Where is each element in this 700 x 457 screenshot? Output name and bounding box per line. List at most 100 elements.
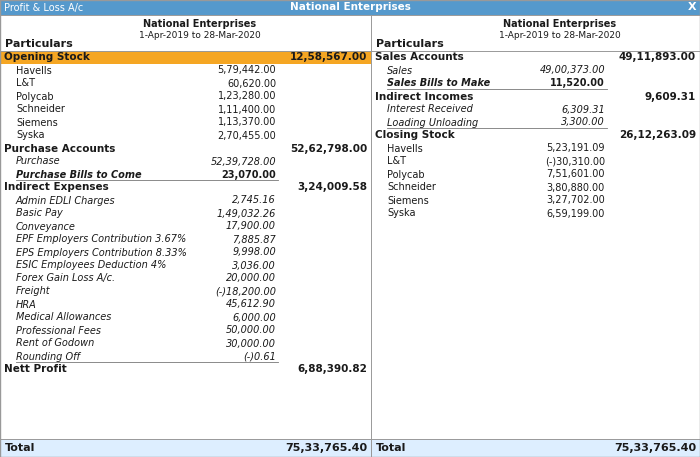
Bar — [0, 181, 371, 194]
Text: Schneider: Schneider — [16, 105, 65, 115]
Text: 3,300.00: 3,300.00 — [561, 117, 605, 128]
Text: 1-Apr-2019 to 28-Mar-2020: 1-Apr-2019 to 28-Mar-2020 — [139, 31, 261, 39]
Text: (-)0.61: (-)0.61 — [243, 351, 276, 361]
Text: 11,520.00: 11,520.00 — [550, 79, 605, 89]
Bar — [0, 363, 371, 376]
Text: 60,620.00: 60,620.00 — [227, 79, 276, 89]
Bar — [371, 194, 700, 207]
Text: Syska: Syska — [16, 131, 45, 140]
Text: 9,998.00: 9,998.00 — [232, 248, 276, 257]
Bar — [0, 116, 371, 129]
Text: Havells: Havells — [387, 143, 423, 154]
Text: 1,49,032.26: 1,49,032.26 — [216, 208, 276, 218]
Text: 1,23,280.00: 1,23,280.00 — [218, 91, 276, 101]
Text: Siemens: Siemens — [16, 117, 57, 128]
Bar — [371, 51, 700, 64]
Text: Sales Accounts: Sales Accounts — [375, 53, 463, 63]
Text: HRA: HRA — [16, 299, 36, 309]
Text: X: X — [687, 2, 696, 12]
Text: 3,24,009.58: 3,24,009.58 — [297, 182, 367, 192]
Text: 3,036.00: 3,036.00 — [232, 260, 276, 271]
Bar — [0, 207, 371, 220]
Bar — [371, 90, 700, 103]
Text: National Enterprises: National Enterprises — [144, 19, 257, 29]
Text: 26,12,263.09: 26,12,263.09 — [619, 131, 696, 140]
Text: Freight: Freight — [16, 287, 50, 297]
Text: Sales: Sales — [387, 65, 413, 75]
Text: Loading Unloading: Loading Unloading — [387, 117, 478, 128]
Text: 20,000.00: 20,000.00 — [226, 273, 276, 283]
Text: 50,000.00: 50,000.00 — [226, 325, 276, 335]
Text: Rent of Godown: Rent of Godown — [16, 339, 94, 349]
Text: Nett Profit: Nett Profit — [4, 365, 66, 374]
Text: 1,11,400.00: 1,11,400.00 — [218, 105, 276, 115]
Text: Indirect Incomes: Indirect Incomes — [375, 91, 473, 101]
Text: 6,59,199.00: 6,59,199.00 — [547, 208, 605, 218]
Bar — [0, 439, 371, 457]
Text: Polycab: Polycab — [16, 91, 54, 101]
Bar — [371, 439, 700, 457]
Bar — [0, 220, 371, 233]
Bar — [371, 103, 700, 116]
Text: 9,609.31: 9,609.31 — [645, 91, 696, 101]
Text: 2,70,455.00: 2,70,455.00 — [217, 131, 276, 140]
Text: Conveyance: Conveyance — [16, 222, 76, 232]
Bar — [371, 129, 700, 142]
Text: Indirect Expenses: Indirect Expenses — [4, 182, 108, 192]
Text: Purchase Bills to Come: Purchase Bills to Come — [16, 170, 141, 180]
Text: Professional Fees: Professional Fees — [16, 325, 101, 335]
Text: Rounding Off: Rounding Off — [16, 351, 80, 361]
Text: Closing Stock: Closing Stock — [375, 131, 455, 140]
Bar — [371, 142, 700, 155]
Text: 5,79,442.00: 5,79,442.00 — [218, 65, 276, 75]
Bar — [0, 90, 371, 103]
Text: 6,88,390.82: 6,88,390.82 — [297, 365, 367, 374]
Text: EPF Employers Contribution 3.67%: EPF Employers Contribution 3.67% — [16, 234, 186, 244]
Bar — [0, 77, 371, 90]
Bar — [0, 259, 371, 272]
Text: L&T: L&T — [16, 79, 35, 89]
Text: 17,900.00: 17,900.00 — [226, 222, 276, 232]
Text: 1,13,370.00: 1,13,370.00 — [218, 117, 276, 128]
Text: Particulars: Particulars — [5, 39, 73, 49]
Bar — [371, 168, 700, 181]
Text: 6,309.31: 6,309.31 — [561, 105, 605, 115]
Bar — [0, 155, 371, 168]
Text: 52,62,798.00: 52,62,798.00 — [290, 143, 367, 154]
Text: 7,885.87: 7,885.87 — [232, 234, 276, 244]
Text: National Enterprises: National Enterprises — [290, 2, 410, 12]
Text: Interest Received: Interest Received — [387, 105, 473, 115]
Bar — [371, 207, 700, 220]
Text: Profit & Loss A/c: Profit & Loss A/c — [4, 2, 83, 12]
Text: 5,23,191.09: 5,23,191.09 — [547, 143, 605, 154]
Bar — [0, 64, 371, 77]
Text: 3,80,880.00: 3,80,880.00 — [547, 182, 605, 192]
Text: ESIC Employees Deduction 4%: ESIC Employees Deduction 4% — [16, 260, 167, 271]
Bar — [0, 142, 371, 155]
Text: L&T: L&T — [387, 156, 406, 166]
Text: Siemens: Siemens — [387, 196, 428, 206]
Text: Syska: Syska — [387, 208, 416, 218]
Text: Admin EDLI Charges: Admin EDLI Charges — [16, 196, 116, 206]
Text: 75,33,765.40: 75,33,765.40 — [614, 443, 696, 453]
Text: 12,58,567.00: 12,58,567.00 — [290, 53, 367, 63]
Text: Total: Total — [5, 443, 36, 453]
Text: Havells: Havells — [16, 65, 52, 75]
Text: (-)30,310.00: (-)30,310.00 — [545, 156, 605, 166]
Text: 2,745.16: 2,745.16 — [232, 196, 276, 206]
Bar — [371, 181, 700, 194]
Text: (-)18,200.00: (-)18,200.00 — [215, 287, 276, 297]
Bar — [0, 350, 371, 363]
Text: 6,000.00: 6,000.00 — [232, 313, 276, 323]
Bar — [0, 246, 371, 259]
Text: 49,11,893.00: 49,11,893.00 — [619, 53, 696, 63]
Bar — [371, 64, 700, 77]
Bar — [0, 194, 371, 207]
Bar — [0, 285, 371, 298]
Bar — [371, 116, 700, 129]
Bar — [0, 103, 371, 116]
Text: Purchase Accounts: Purchase Accounts — [4, 143, 116, 154]
Text: 7,51,601.00: 7,51,601.00 — [547, 170, 605, 180]
Text: Sales Bills to Make: Sales Bills to Make — [387, 79, 490, 89]
Bar — [0, 51, 371, 64]
